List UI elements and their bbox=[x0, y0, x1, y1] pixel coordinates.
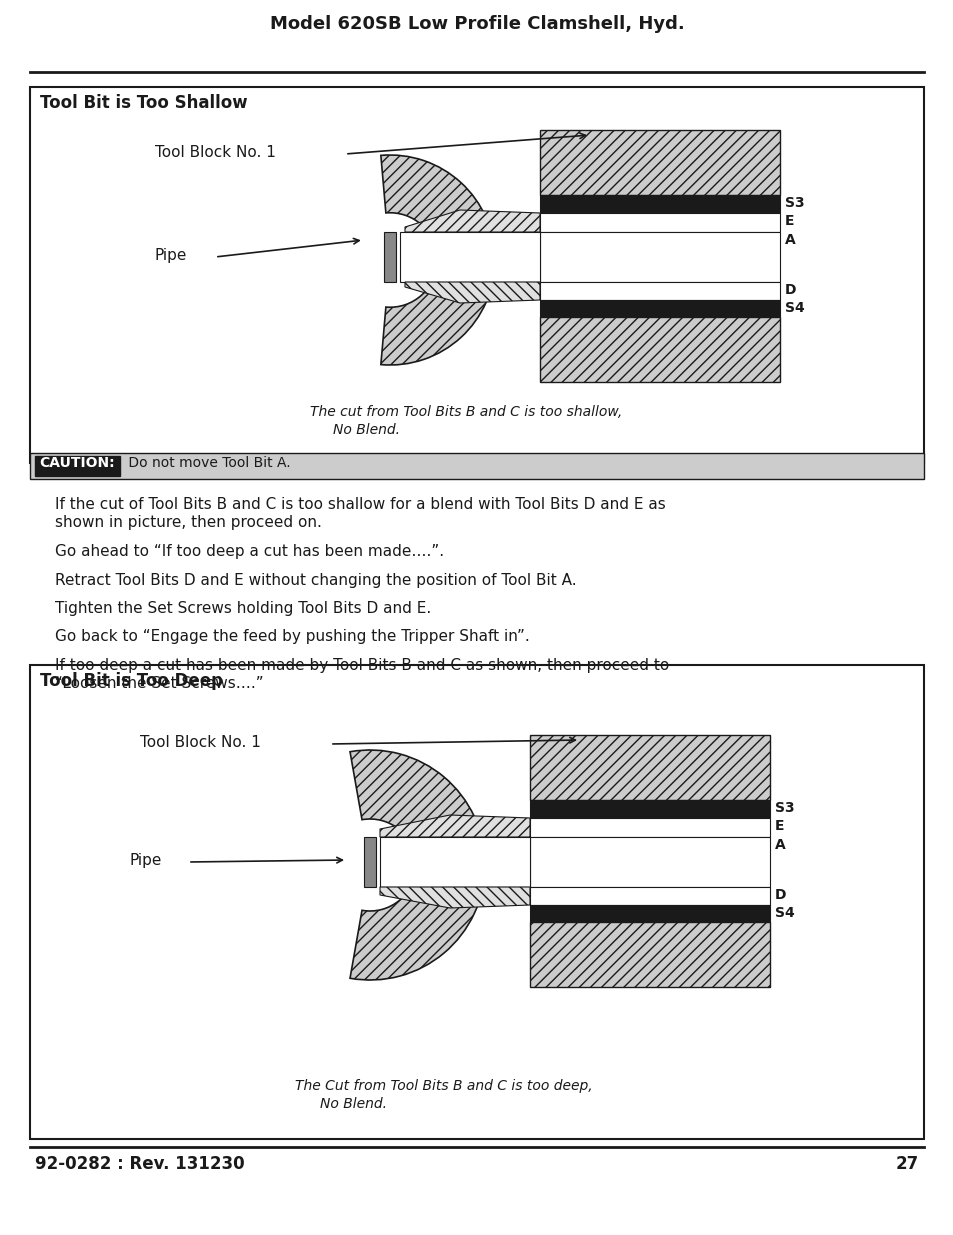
Bar bbox=[539, 212, 780, 232]
Text: A: A bbox=[774, 839, 785, 852]
Text: Retract Tool Bits D and E without changing the position of Tool Bit A.: Retract Tool Bits D and E without changi… bbox=[55, 573, 576, 588]
Bar bbox=[539, 300, 780, 317]
Text: If the cut of Tool Bits B and C is too shallow for a blend with Tool Bits D and : If the cut of Tool Bits B and C is too s… bbox=[55, 496, 665, 513]
Text: S3: S3 bbox=[774, 802, 794, 815]
Text: Tool Bit is Too Shallow: Tool Bit is Too Shallow bbox=[40, 94, 248, 112]
Wedge shape bbox=[380, 156, 495, 366]
Polygon shape bbox=[379, 815, 530, 837]
Bar bbox=[530, 818, 769, 837]
Polygon shape bbox=[405, 210, 539, 232]
Bar bbox=[530, 887, 769, 905]
Polygon shape bbox=[405, 282, 539, 303]
Text: S3: S3 bbox=[784, 196, 803, 210]
Bar bbox=[530, 837, 769, 887]
Bar bbox=[539, 282, 780, 300]
Text: Tool Block No. 1: Tool Block No. 1 bbox=[154, 144, 275, 161]
Bar bbox=[539, 232, 780, 282]
Bar bbox=[30, 664, 923, 1139]
Text: If too deep a cut has been made by Tool Bits B and C as shown, then proceed to: If too deep a cut has been made by Tool … bbox=[55, 658, 669, 673]
Text: A: A bbox=[784, 233, 795, 247]
Text: No Blend.: No Blend. bbox=[319, 1097, 387, 1112]
Text: “Loosen the Set Screws….”: “Loosen the Set Screws….” bbox=[55, 677, 263, 692]
Text: E: E bbox=[784, 214, 794, 228]
Wedge shape bbox=[350, 750, 484, 981]
Text: S4: S4 bbox=[784, 301, 804, 315]
Text: 92-0282 : Rev. 131230: 92-0282 : Rev. 131230 bbox=[35, 1155, 244, 1173]
Bar bbox=[530, 905, 769, 923]
Text: Pipe: Pipe bbox=[130, 853, 162, 868]
Polygon shape bbox=[379, 837, 530, 887]
Bar bbox=[364, 837, 375, 887]
Text: shown in picture, then proceed on.: shown in picture, then proceed on. bbox=[55, 515, 321, 531]
FancyBboxPatch shape bbox=[539, 317, 780, 382]
Text: D: D bbox=[774, 888, 785, 902]
Polygon shape bbox=[399, 232, 539, 282]
Text: CAUTION:: CAUTION: bbox=[39, 456, 114, 471]
Text: No Blend.: No Blend. bbox=[333, 424, 399, 437]
Text: The Cut from Tool Bits B and C is too deep,: The Cut from Tool Bits B and C is too de… bbox=[294, 1079, 592, 1093]
FancyBboxPatch shape bbox=[530, 923, 769, 987]
Bar bbox=[539, 195, 780, 212]
Bar bbox=[384, 232, 395, 282]
Bar bbox=[30, 453, 923, 479]
Text: Go ahead to “If too deep a cut has been made….”.: Go ahead to “If too deep a cut has been … bbox=[55, 543, 444, 559]
Bar bbox=[35, 456, 120, 475]
Text: Pipe: Pipe bbox=[154, 248, 187, 263]
Text: Go back to “Engage the feed by pushing the Tripper Shaft in”.: Go back to “Engage the feed by pushing t… bbox=[55, 630, 529, 645]
Bar bbox=[30, 86, 923, 463]
Bar bbox=[530, 800, 769, 818]
Text: S4: S4 bbox=[774, 906, 794, 920]
Text: Do not move Tool Bit A.: Do not move Tool Bit A. bbox=[124, 456, 291, 471]
Text: Model 620SB Low Profile Clamshell, Hyd.: Model 620SB Low Profile Clamshell, Hyd. bbox=[270, 15, 683, 33]
FancyBboxPatch shape bbox=[539, 130, 780, 195]
Text: 27: 27 bbox=[895, 1155, 918, 1173]
Text: D: D bbox=[784, 283, 796, 296]
Polygon shape bbox=[379, 887, 530, 908]
FancyBboxPatch shape bbox=[530, 735, 769, 800]
Text: The cut from Tool Bits B and C is too shallow,: The cut from Tool Bits B and C is too sh… bbox=[310, 405, 621, 419]
Text: Tool Block No. 1: Tool Block No. 1 bbox=[140, 735, 260, 750]
Text: Tool Bit is Too Deep: Tool Bit is Too Deep bbox=[40, 672, 223, 690]
Text: E: E bbox=[774, 819, 783, 832]
Text: Tighten the Set Screws holding Tool Bits D and E.: Tighten the Set Screws holding Tool Bits… bbox=[55, 601, 431, 616]
